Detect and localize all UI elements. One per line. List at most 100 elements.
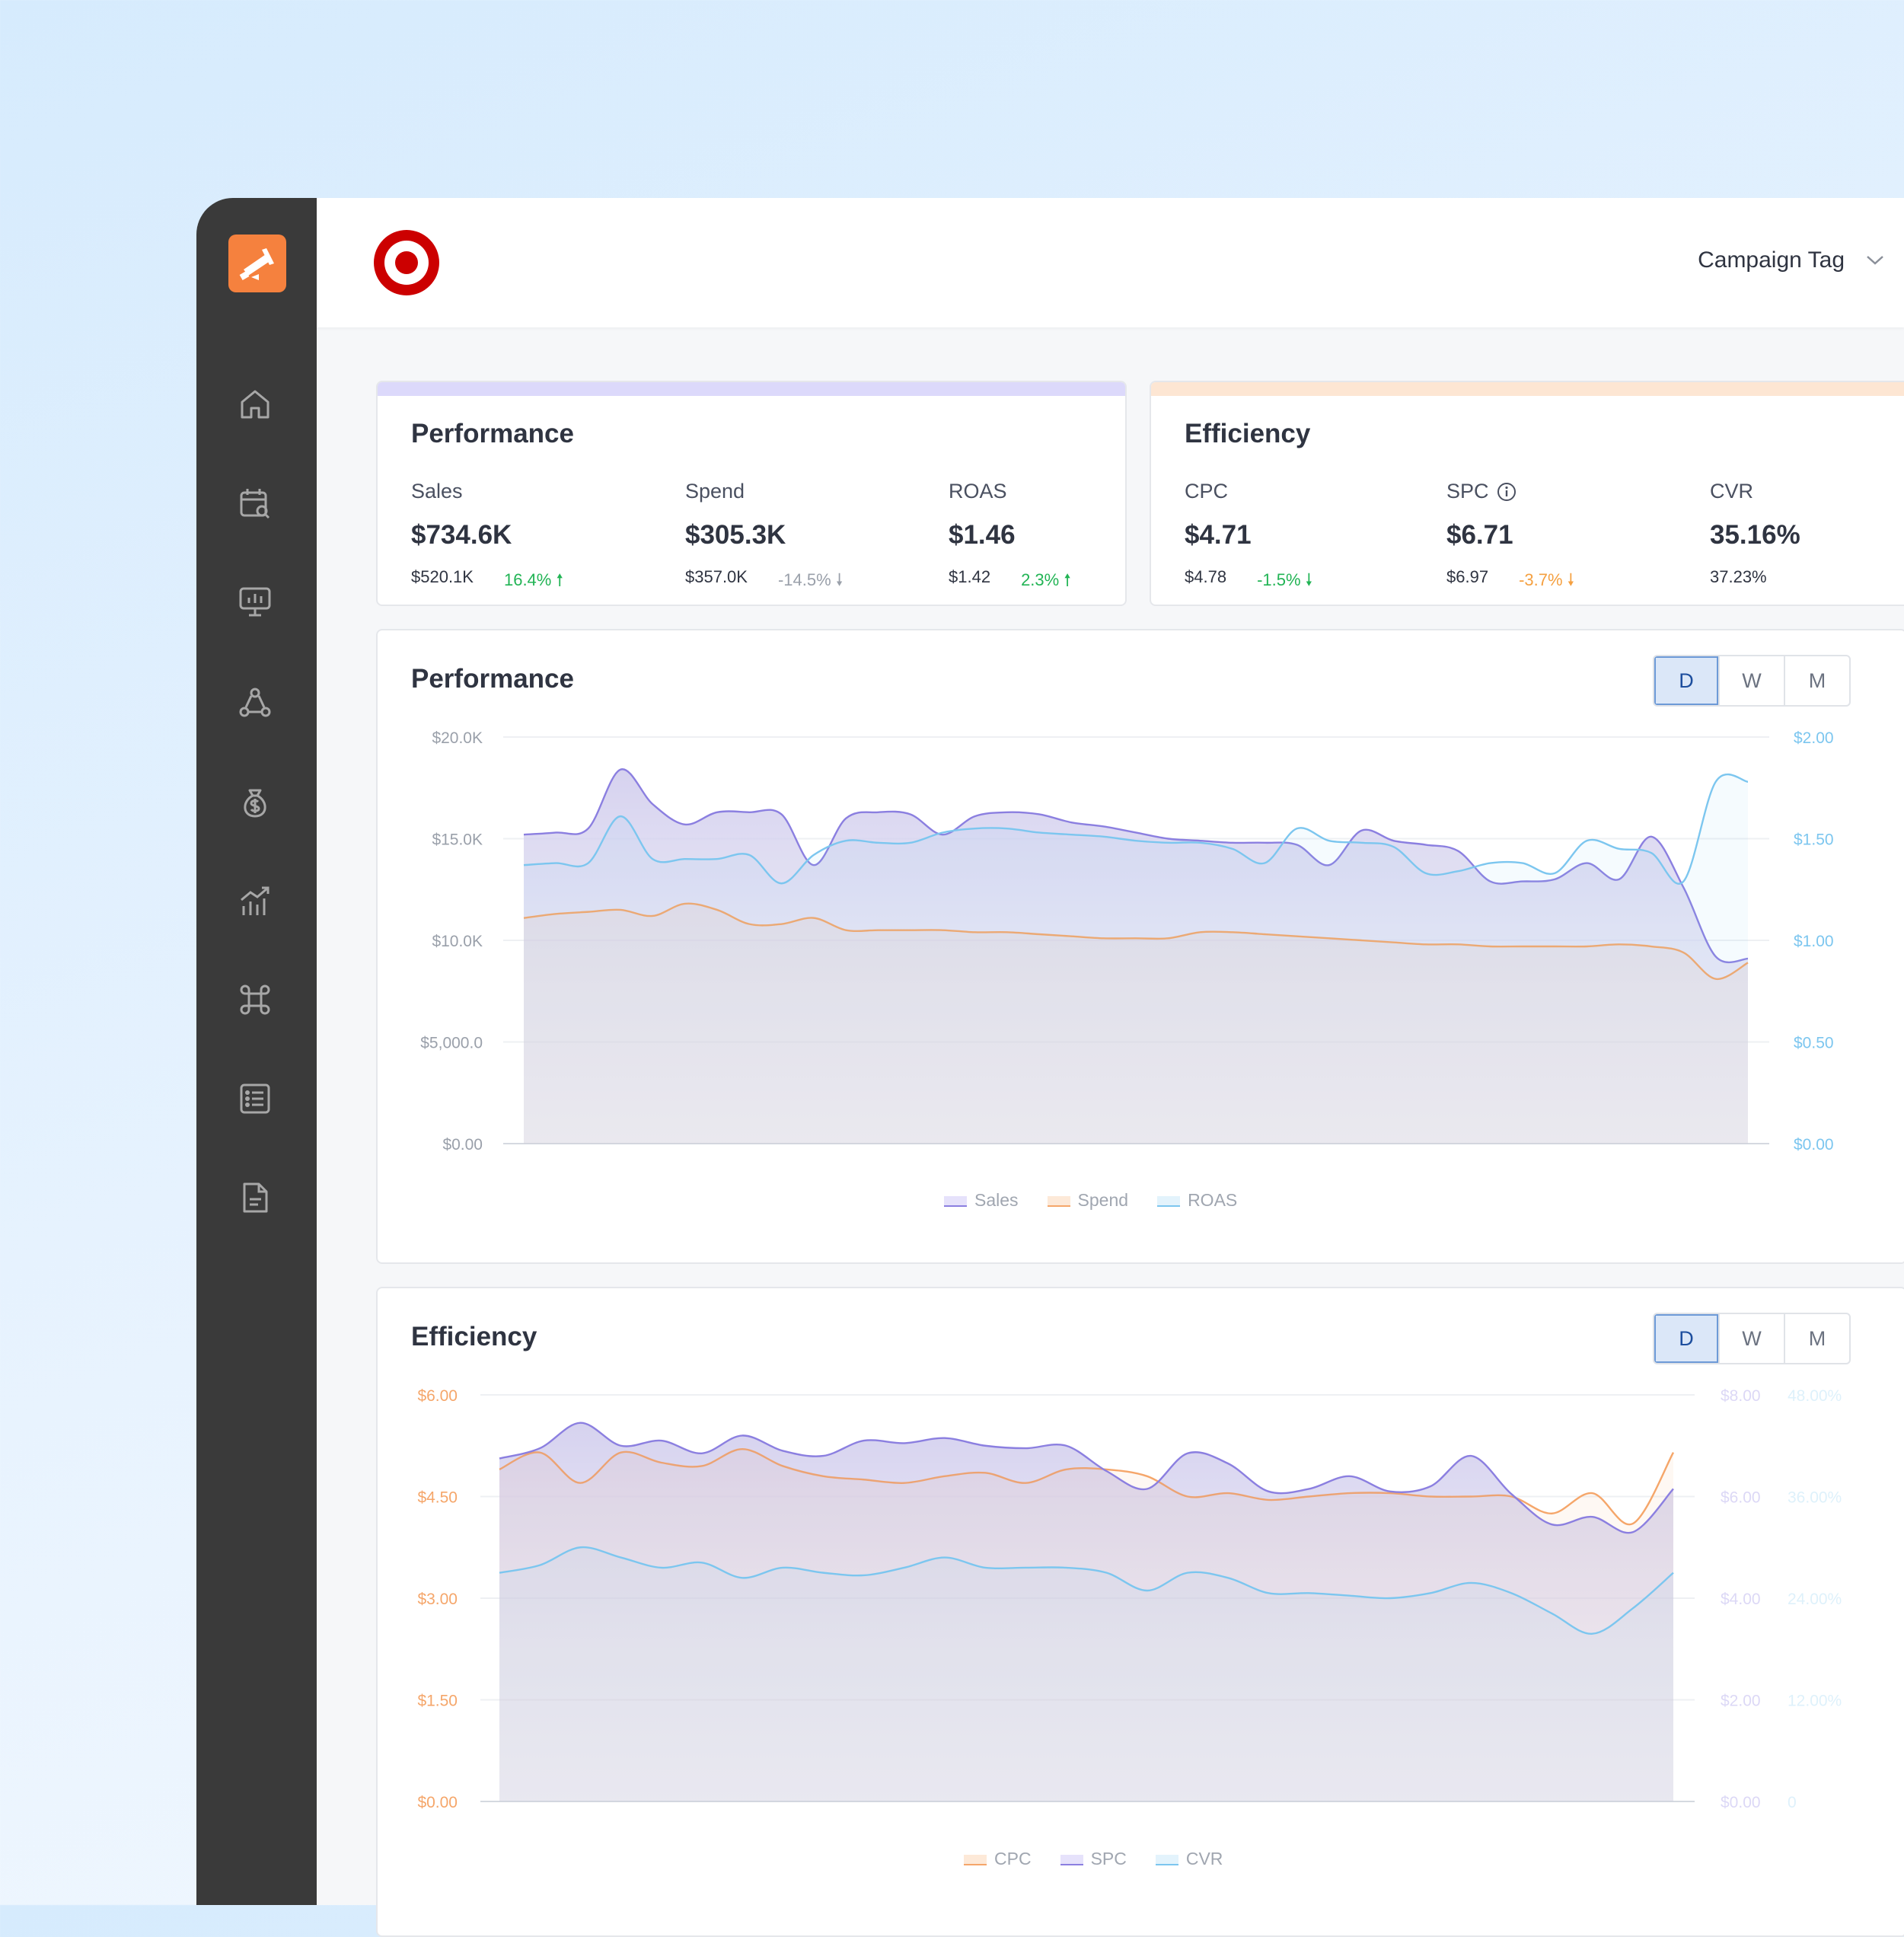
series-line-spc [499,1422,1674,1534]
y-right-tick-label: $2.00 [1794,729,1834,747]
y-right2-tick-label: 48.00% [1788,1387,1842,1405]
series-area-spend [524,903,1748,1144]
granularity-toggle: D W M [1653,655,1851,707]
efficiency-kpi-card: Efficiency CPC $4.71 $4.78 -1.5% 🠗 SPC $6… [1150,381,1904,606]
metric-change: -14.5% 🠗 [777,570,844,589]
y-left-tick-label: $6.00 [417,1387,458,1405]
legend-item-cvr[interactable]: CVR [1155,1849,1223,1869]
granularity-month-button[interactable]: M [1784,1314,1849,1363]
target-logo [373,229,440,296]
y-right-tick-label: $1.50 [1794,831,1834,849]
metric-value: 35.16% [1710,520,1800,550]
y-left-tick-label: $0.00 [417,1794,458,1811]
series-area-roas [524,774,1748,1144]
info-icon[interactable] [1497,482,1517,502]
network-icon[interactable] [238,685,273,720]
legend-item-sales[interactable]: Sales [944,1190,1019,1211]
metric-previous: $6.97 [1446,567,1489,586]
y-left-tick-label: $3.00 [417,1591,458,1608]
legend-item-roas[interactable]: ROAS [1157,1190,1237,1211]
metric-value: $6.71 [1446,520,1513,550]
kpi-title: Efficiency [1185,419,1311,448]
arrow-up-icon: 🠕 [556,570,563,589]
y-right2-tick-label: 24.00% [1788,1591,1842,1608]
document-icon[interactable] [238,1180,273,1215]
chart-legend: Sales Spend ROAS [944,1190,1237,1211]
chevron-down-icon [1867,256,1883,265]
metric-previous: $1.42 [949,567,991,586]
arrow-down-icon: 🠗 [1567,570,1575,589]
metric-value: $734.6K [411,520,512,550]
granularity-toggle: D W M [1653,1313,1851,1364]
money-bag-icon[interactable] [238,784,273,819]
growth-chart-icon[interactable] [238,883,273,918]
series-line-cpc [499,1447,1675,1526]
brand-logo[interactable] [228,235,286,292]
chart-title: Efficiency [411,1322,537,1351]
metric-change: -1.5% 🠗 [1257,570,1313,589]
y-right2-tick-label: 36.00% [1788,1489,1842,1507]
metric-previous: 37.23% [1710,567,1767,586]
series-line-sales [523,768,1749,964]
area-fill [499,1422,1673,1801]
metric-previous: $520.1K [411,567,474,586]
metric-cpc: CPC $4.71 $4.78 -1.5% 🠗 [1185,480,1312,596]
series-area-spc [499,1422,1673,1801]
legend-item-cpc[interactable]: CPC [964,1849,1032,1869]
y-right-tick-label: $0.00 [1794,1136,1834,1154]
y-left-tick-label: $20.0K [432,729,483,747]
granularity-week-button[interactable]: W [1718,1314,1784,1363]
metric-label: Spend [685,480,745,503]
y-right-tick-label: $2.00 [1721,1693,1761,1710]
performance-chart-card: Performance D W M $20.0K $2.00 $15.0K $1.50… [376,629,1904,1264]
metric-value: $1.46 [949,520,1016,550]
series-line-roas [523,773,1749,885]
metric-roas: ROAS $1.46 $1.42 2.3% 🠕 [949,480,1071,596]
y-right2-tick-label: 0 [1788,1794,1797,1811]
granularity-week-button[interactable]: W [1718,656,1784,705]
metric-previous: $4.78 [1185,567,1227,586]
arrow-down-icon: 🠗 [1305,570,1313,589]
metric-cvr: CVR 35.16% 37.23% [1710,480,1800,587]
campaign-tag-dropdown[interactable]: Campaign Tag [1698,247,1884,273]
sidebar [196,198,317,1905]
campaign-tag-label: Campaign Tag [1698,247,1845,273]
metric-label: CVR [1710,480,1754,503]
y-right-tick-label: $6.00 [1721,1489,1761,1507]
metric-spend: Spend $305.3K $357.0K -14.5% 🠗 [685,480,843,596]
metric-previous: $357.0K [685,567,748,586]
legend-item-spc[interactable]: SPC [1060,1849,1127,1869]
app-window: Campaign Tag Performance Sales $734.6K $… [196,198,1904,1937]
y-right-tick-label: $0.00 [1721,1794,1761,1811]
metric-value: $4.71 [1185,520,1252,550]
y-right-tick-label: $1.00 [1794,933,1834,950]
chart-legend: CPC SPC CVR [964,1849,1223,1869]
home-icon[interactable] [238,387,273,422]
chart-title: Performance [411,664,574,694]
command-icon[interactable] [238,982,273,1017]
list-icon[interactable] [238,1081,273,1116]
y-right-tick-label: $8.00 [1721,1387,1761,1405]
y-left-tick-label: $5,000.0 [420,1035,483,1052]
arrow-down-icon: 🠗 [835,570,844,589]
y-left-tick-label: $4.50 [417,1489,458,1507]
y-left-tick-label: $10.0K [432,933,483,950]
area-fill [524,769,1748,1144]
metric-change: 16.4% 🠕 [503,570,563,589]
calendar-search-icon[interactable] [238,486,273,521]
granularity-month-button[interactable]: M [1784,656,1849,705]
main-content: Campaign Tag Performance Sales $734.6K $… [317,198,1904,1937]
kpi-accent-bar [378,382,1125,396]
series-area-sales [524,769,1748,1144]
granularity-day-button[interactable]: D [1654,656,1718,705]
metric-label: Sales [411,480,463,503]
kpi-accent-bar [1151,382,1904,396]
y-right-tick-label: $0.50 [1794,1035,1834,1052]
y-left-tick-label: $1.50 [417,1693,458,1710]
presentation-chart-icon[interactable] [238,585,273,620]
metric-label: CPC [1185,480,1229,503]
legend-item-spend[interactable]: Spend [1047,1190,1128,1211]
granularity-day-button[interactable]: D [1654,1314,1718,1363]
efficiency-chart: $6.00 $8.00 48.00% $4.50 $6.00 36.00% $3.00 $4.… [417,1387,1842,1811]
metric-sales: Sales $734.6K $520.1K 16.4% 🠕 [411,480,563,596]
